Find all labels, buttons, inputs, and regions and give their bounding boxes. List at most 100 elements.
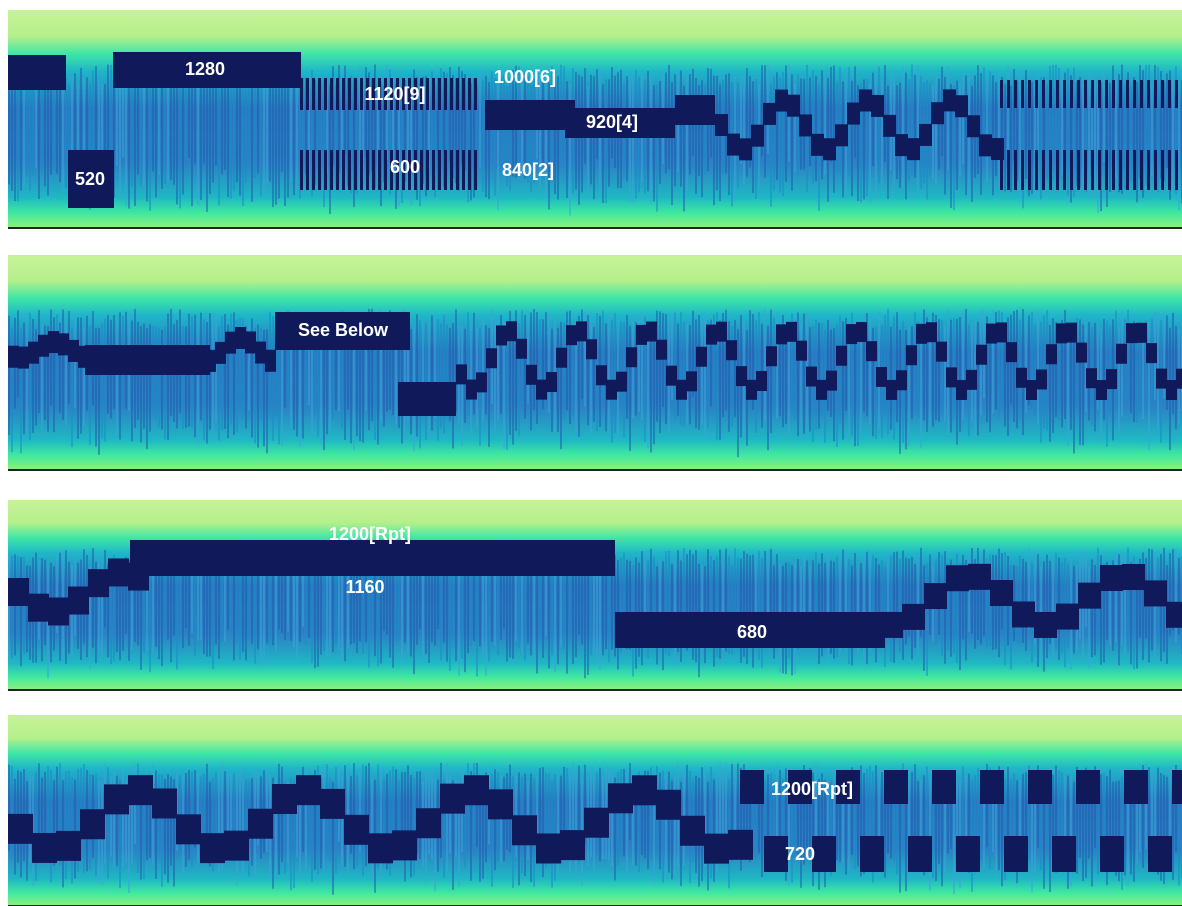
trace-block: [806, 366, 817, 387]
noise-streak: [407, 317, 409, 422]
noise-streak: [539, 319, 541, 415]
trace-block: [330, 150, 333, 190]
noise-streak: [122, 65, 124, 158]
noise-streak: [128, 559, 130, 661]
trace-block: [456, 150, 459, 190]
noise-streak: [959, 317, 961, 433]
noise-streak: [47, 68, 49, 196]
noise-streak: [578, 74, 580, 205]
noise-streak: [59, 762, 61, 866]
noise-streak: [518, 564, 520, 648]
trace-block: [372, 150, 375, 190]
noise-streak: [1169, 70, 1171, 200]
noise-streak: [461, 552, 463, 659]
trace-block: [354, 78, 357, 110]
noise-streak: [50, 309, 52, 406]
trace-block: [1098, 80, 1101, 108]
noise-streak: [1136, 81, 1138, 203]
trace-block: [1056, 80, 1059, 108]
trace-block: [716, 321, 727, 342]
noise-streak: [263, 557, 265, 663]
noise-streak: [1028, 548, 1030, 629]
noise-streak: [482, 316, 484, 422]
trace-block: [1016, 367, 1027, 388]
trace-block: [1116, 343, 1127, 364]
noise-streak: [1025, 312, 1027, 413]
trace-block: [176, 814, 201, 845]
noise-streak: [1001, 76, 1003, 165]
noise-streak: [200, 558, 202, 641]
noise-streak: [1001, 312, 1003, 411]
trace-block: [1126, 80, 1129, 108]
noise-streak: [425, 76, 427, 197]
noise-streak: [908, 558, 910, 637]
trace-block: [811, 133, 824, 156]
noise-streak: [542, 563, 544, 658]
noise-streak: [377, 81, 379, 183]
noise-streak: [224, 771, 226, 860]
noise-streak: [203, 319, 205, 441]
noise-streak: [827, 781, 829, 859]
noise-streak: [1106, 562, 1108, 640]
noise-streak: [1109, 325, 1111, 413]
noise-streak: [734, 765, 736, 850]
noise-streak: [404, 309, 406, 432]
noise-streak: [119, 562, 121, 661]
noise-streak: [737, 557, 739, 649]
noise-streak: [179, 554, 181, 636]
noise-streak: [983, 549, 985, 636]
trace-block: [1076, 770, 1100, 804]
trace-block: [1119, 80, 1122, 108]
freq-label: 1200[Rpt]: [771, 779, 853, 799]
noise-streak: [839, 553, 841, 654]
noise-streak: [245, 74, 247, 183]
trace-block: [1098, 150, 1101, 190]
noise-streak: [914, 764, 916, 863]
noise-streak: [473, 763, 475, 854]
trace-block: [1084, 80, 1087, 108]
trace-block: [908, 836, 932, 872]
noise-streak: [98, 558, 100, 652]
noise-streak: [164, 779, 166, 875]
noise-streak: [401, 772, 403, 858]
noise-streak: [293, 779, 295, 889]
noise-streak: [722, 313, 724, 418]
noise-streak: [218, 773, 220, 874]
noise-streak: [299, 330, 301, 448]
trace-block: [751, 124, 764, 147]
noise-streak: [20, 557, 22, 667]
noise-streak: [1046, 84, 1048, 181]
noise-streak: [908, 776, 910, 881]
noise-streak: [482, 547, 484, 655]
noise-streak: [359, 547, 361, 642]
trace-block: [438, 78, 441, 110]
noise-streak: [35, 67, 37, 169]
noise-streak: [74, 779, 76, 879]
noise-streak: [245, 779, 247, 862]
trace-block: [426, 150, 429, 190]
noise-streak: [155, 770, 157, 879]
trace-block: [1105, 150, 1108, 190]
noise-streak: [836, 771, 838, 861]
noise-streak: [404, 771, 406, 882]
noise-streak: [287, 311, 289, 399]
noise-streak: [161, 553, 163, 666]
trace-block: [402, 150, 405, 190]
noise-streak: [485, 76, 487, 198]
noise-streak: [542, 767, 544, 878]
trace-block: [990, 580, 1013, 607]
noise-streak: [428, 75, 430, 174]
noise-streak: [212, 563, 214, 669]
noise-streak: [137, 563, 139, 646]
trace-block: [943, 89, 956, 112]
trace-block: [360, 78, 363, 110]
noise-streak: [224, 64, 226, 170]
noise-streak: [167, 551, 169, 640]
noise-streak: [185, 547, 187, 629]
trace-block: [884, 770, 908, 804]
noise-streak: [896, 85, 898, 180]
noise-streak: [86, 77, 88, 171]
trace-block: [586, 339, 597, 360]
trace-block: [1028, 80, 1031, 108]
noise-streak: [209, 781, 211, 867]
